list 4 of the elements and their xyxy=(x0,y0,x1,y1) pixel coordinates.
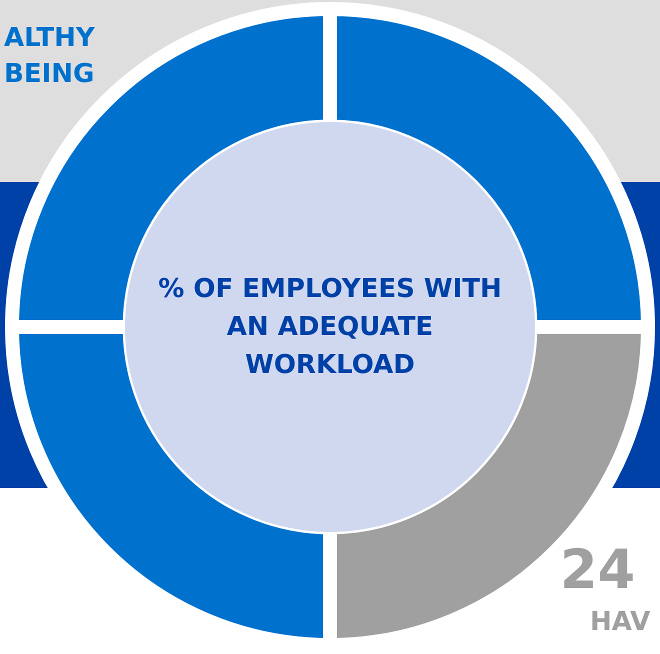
text: % OF EMPLOYEES WITH AN ADEQUATE WORKLOAD xyxy=(157,273,503,382)
text: 24 xyxy=(560,538,636,601)
text: ALTHY BEING xyxy=(4,22,95,91)
text: HAV xyxy=(590,606,650,639)
